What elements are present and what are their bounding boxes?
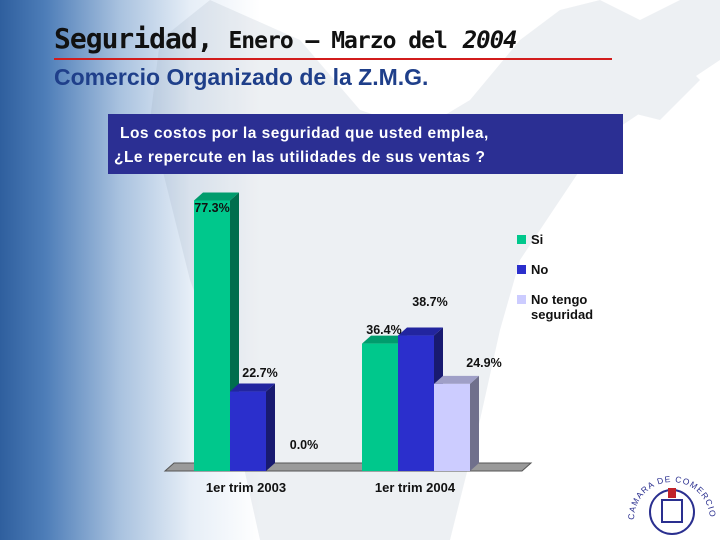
bar	[230, 391, 266, 471]
title-main-text: Seguridad,	[54, 22, 214, 55]
legend-swatch	[517, 235, 526, 244]
data-label: 38.7%	[412, 295, 447, 309]
title-year-text: 2004	[462, 26, 518, 54]
bar	[398, 335, 434, 471]
bar-side	[266, 383, 275, 471]
bar	[362, 343, 398, 471]
question-line-1: Los costos por la seguridad que usted em…	[120, 125, 489, 142]
title-underline	[54, 58, 612, 60]
chamber-logo: CAMARA DE COMERCIO DE GUADALAJARA	[624, 460, 717, 535]
bar-top	[434, 375, 479, 384]
legend-swatch	[517, 265, 526, 274]
bar-top	[194, 192, 239, 201]
data-label: 36.4%	[366, 323, 401, 337]
bar-top	[362, 335, 407, 344]
question-line-2: ¿Le repercute en las utilidades de sus v…	[114, 149, 486, 166]
page-subtitle: Comercio Organizado de la Z.M.G.	[54, 64, 429, 90]
bar-side	[470, 375, 479, 471]
bar	[194, 200, 230, 471]
legend-label: No	[531, 262, 548, 277]
bar-top	[398, 327, 443, 336]
legend-label: seguridad	[531, 307, 593, 322]
bar-top	[230, 383, 275, 392]
question-box: Los costos por la seguridad que usted em…	[108, 114, 623, 174]
data-label: 22.7%	[242, 366, 277, 380]
category-label: 1er trim 2003	[206, 480, 286, 495]
title-date-text: Enero – Marzo del	[228, 28, 447, 54]
category-label: 1er trim 2004	[375, 480, 456, 495]
bar	[434, 383, 470, 471]
data-label: 77.3%	[194, 201, 229, 215]
data-label: 24.9%	[466, 356, 501, 370]
legend-label: No tengo	[531, 292, 587, 307]
legend-label: Si	[531, 232, 543, 247]
page-title: Seguridad, Enero – Marzo del 2004	[54, 22, 517, 55]
data-label: 0.0%	[290, 438, 319, 452]
legend-swatch	[517, 295, 526, 304]
